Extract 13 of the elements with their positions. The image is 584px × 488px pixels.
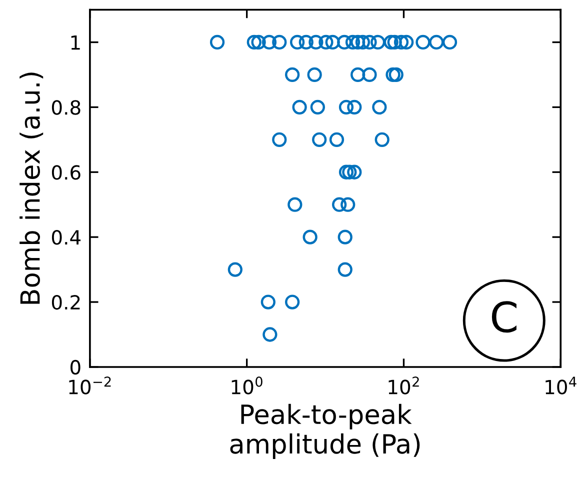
y-tick-label: 0.2 bbox=[52, 294, 80, 310]
y-tick-label: 0.4 bbox=[52, 230, 81, 245]
y-tick-label: 0.8 bbox=[52, 100, 80, 115]
y-axis-title: Bomb index (a.u.) bbox=[20, 72, 44, 304]
y-tick-label: 1 bbox=[71, 35, 80, 50]
x-tick-label: 10$^{4}$ bbox=[546, 376, 576, 394]
y-tick-label: 0 bbox=[70, 360, 80, 375]
y-tick-label: 0.6 bbox=[52, 165, 80, 180]
annotation: C bbox=[492, 301, 516, 333]
x-tick-label: 10$^{−2}$ bbox=[69, 376, 111, 394]
x-tick-label: 10$^{2}$ bbox=[388, 376, 419, 394]
x-tick-label: 10$^{0}$ bbox=[232, 376, 262, 394]
x-axis-title: Peak-to-peak amplitude (Pa) bbox=[230, 404, 420, 459]
